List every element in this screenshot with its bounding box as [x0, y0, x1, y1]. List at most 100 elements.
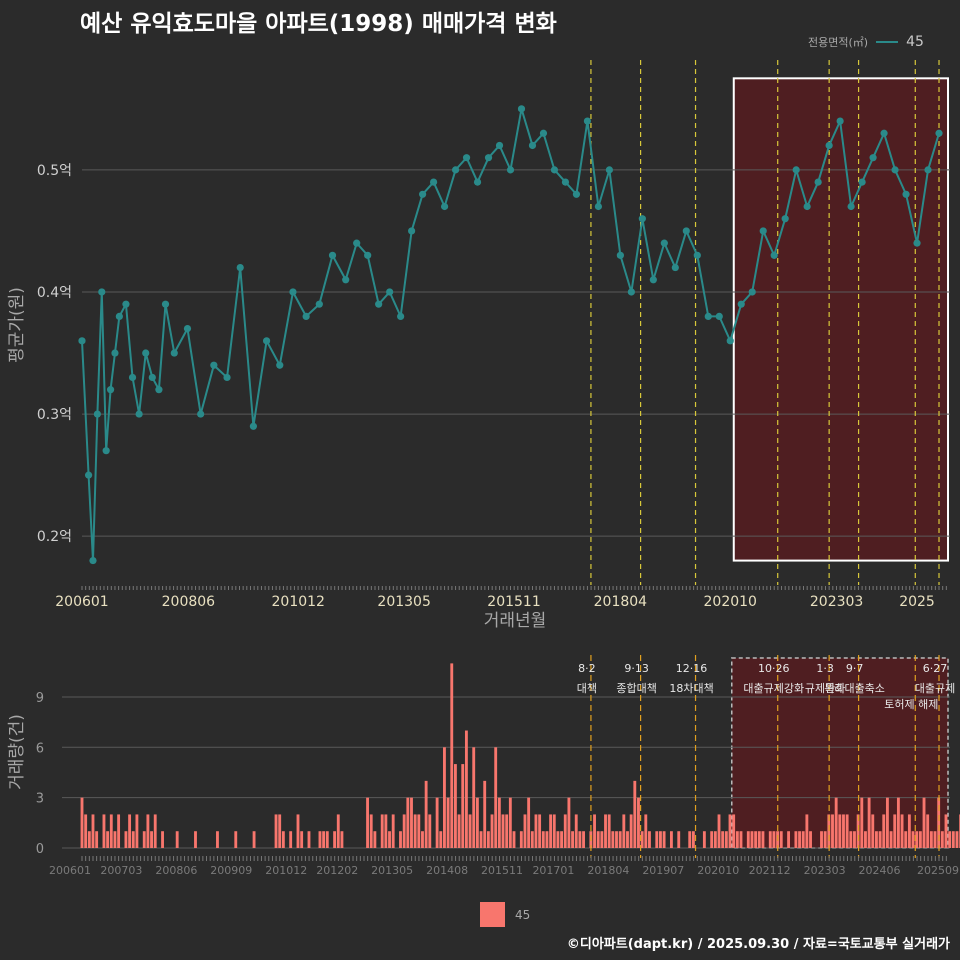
volume-bar — [146, 814, 150, 848]
volume-bar — [856, 814, 860, 848]
volume-bar — [669, 831, 673, 848]
price-point — [302, 312, 310, 320]
volume-bar — [300, 831, 304, 848]
volume-bar — [754, 831, 758, 848]
volume-bar — [406, 797, 410, 848]
volume-bar — [885, 797, 889, 848]
volume-bar — [757, 831, 761, 848]
chart-title: 예산 유익효도마을 아파트(1998) 매매가격 변화 — [80, 11, 557, 37]
x-tick-label: 200909 — [210, 864, 252, 877]
volume-bar — [853, 831, 856, 848]
volume-bar — [728, 814, 732, 848]
volume-bar — [453, 764, 457, 848]
price-point — [462, 154, 471, 162]
volume-bar — [713, 831, 717, 848]
volume-bar — [457, 814, 461, 848]
price-point — [572, 190, 581, 198]
volume-bar — [867, 797, 871, 848]
volume-bar — [380, 814, 384, 848]
price-point — [473, 178, 482, 186]
x-tick-label: 201012 — [272, 594, 325, 610]
volume-bar — [538, 814, 542, 848]
volume-bar — [435, 797, 439, 848]
price-point — [935, 129, 943, 137]
volume-bar — [805, 814, 809, 848]
volume-bar — [948, 831, 952, 848]
policy-name-label: 특례대출축소 — [824, 682, 885, 695]
legend-bar-label: 45 — [515, 907, 531, 922]
price-point — [98, 288, 106, 296]
volume-bar — [761, 831, 765, 848]
price-point — [183, 325, 192, 333]
volume-bar — [739, 831, 743, 848]
volume-bar — [556, 831, 560, 848]
volume-bar — [102, 814, 106, 848]
price-point — [803, 202, 811, 211]
price-point — [869, 154, 877, 162]
volume-bar — [626, 831, 629, 848]
price-point — [408, 227, 416, 235]
volume-bar — [464, 730, 468, 848]
price-point — [495, 141, 504, 150]
price-point — [924, 166, 932, 174]
price-point — [605, 166, 613, 174]
x-tick-label: 201701 — [532, 864, 574, 877]
policy-date-label: 8·2 — [578, 662, 596, 675]
volume-bar — [633, 780, 637, 848]
volume-bar — [878, 831, 882, 848]
footer-credit: ©디아파트(dapt.kr) / 2025.09.30 / 자료=국토교통부 실… — [566, 937, 950, 952]
volume-bar — [721, 831, 725, 848]
volume-bar — [278, 814, 282, 848]
price-point — [148, 373, 156, 382]
volume-bar — [644, 814, 648, 848]
volume-bar — [95, 831, 99, 848]
volume-bar — [325, 831, 329, 848]
x-tick-label: 202010 — [704, 594, 757, 610]
price-point — [249, 422, 258, 430]
volume-bar — [662, 831, 666, 848]
volume-bar — [91, 814, 95, 848]
price-point — [128, 373, 137, 382]
price-point — [78, 337, 86, 345]
legend-title: 전용면적(㎡) — [808, 36, 869, 49]
volume-bar — [128, 814, 132, 848]
volume-bar — [417, 814, 421, 848]
volume-bar — [384, 814, 388, 848]
volume-bar — [124, 831, 128, 848]
price-point — [484, 154, 493, 162]
volume-bar — [838, 814, 842, 848]
volume-bar — [131, 831, 135, 848]
volume-bar — [512, 831, 516, 848]
volume-bar — [926, 814, 930, 848]
y-tick-label: 0.5억 — [37, 163, 72, 179]
price-point — [111, 349, 119, 357]
volume-bar — [373, 831, 377, 848]
y-axis-title: 거래량(건) — [7, 714, 27, 790]
volume-bar — [900, 814, 904, 848]
volume-bar — [702, 831, 706, 848]
legend-line-swatch — [876, 41, 899, 43]
volume-bar — [508, 797, 512, 848]
y-tick-label: 6 — [36, 741, 44, 756]
price-point — [891, 166, 899, 174]
legend-bottom: 45 — [480, 902, 530, 927]
x-tick-label: 201012 — [265, 864, 307, 877]
price-point — [759, 227, 767, 235]
volume-bar — [281, 831, 285, 848]
volume-bar — [596, 831, 600, 848]
price-point — [106, 386, 115, 394]
volume-bar — [911, 831, 915, 848]
volume-bar — [486, 831, 490, 848]
price-point — [539, 129, 548, 137]
volume-bar — [955, 831, 959, 848]
y-tick-label: 3 — [36, 792, 44, 807]
volume-bar — [194, 831, 197, 848]
x-tick-label: 201804 — [587, 864, 629, 877]
volume-bar — [618, 831, 622, 848]
price-point — [440, 202, 449, 211]
volume-bar — [113, 831, 117, 848]
price-point — [122, 300, 130, 308]
policy-date-label: 12·16 — [676, 662, 708, 675]
price-point — [748, 288, 756, 296]
x-tick-label: 200806 — [162, 594, 216, 610]
